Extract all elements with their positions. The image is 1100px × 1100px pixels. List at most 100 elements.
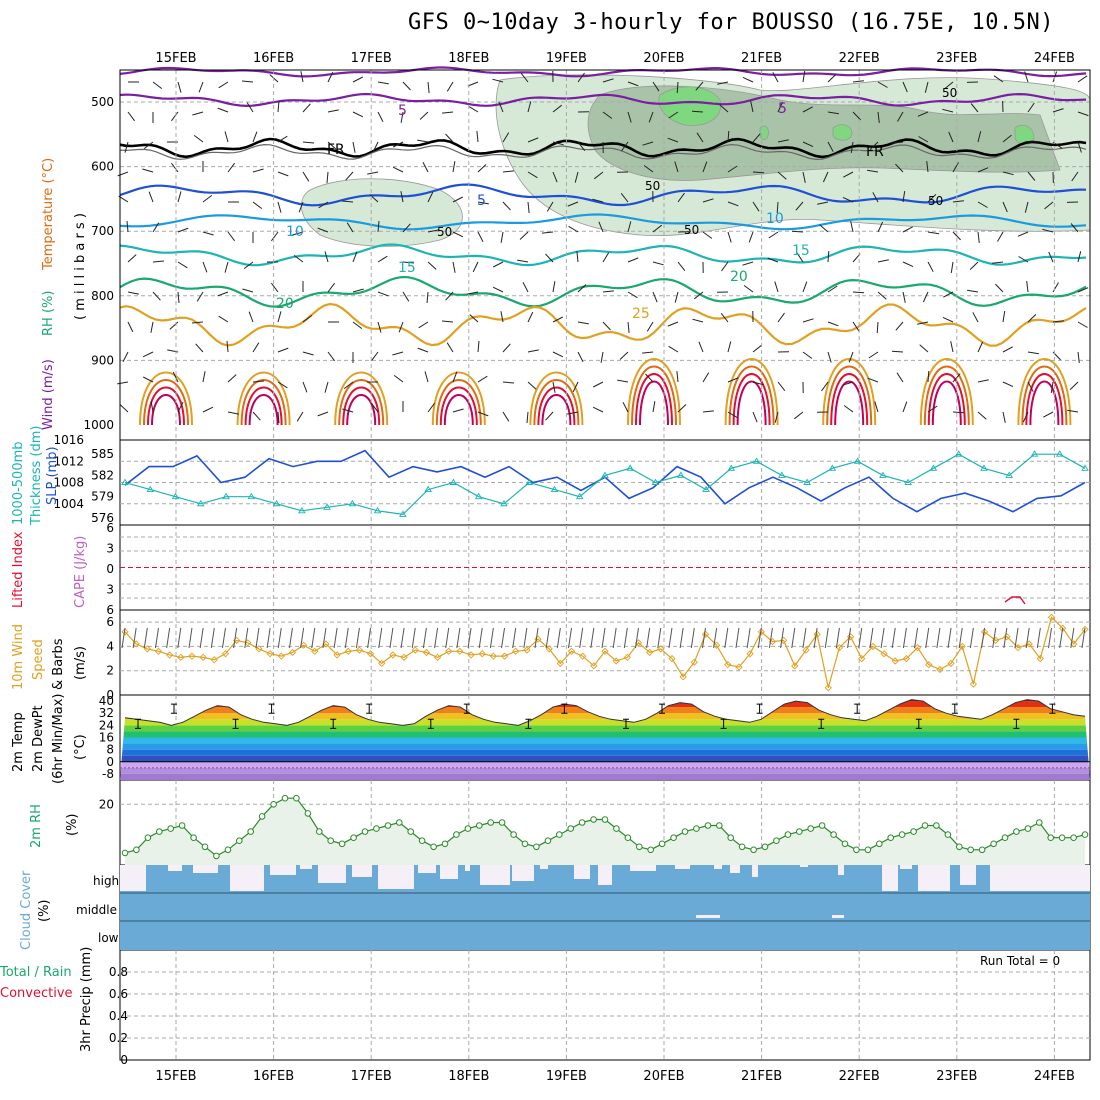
wind-barb bbox=[296, 411, 304, 422]
wind-barb bbox=[1052, 320, 1064, 323]
wind-barb bbox=[927, 194, 937, 203]
wind-barb bbox=[902, 261, 914, 268]
hot-arch-1-1 bbox=[240, 379, 287, 426]
wind-barb-10m bbox=[311, 627, 316, 649]
wind-barb bbox=[693, 291, 704, 300]
wind-barb bbox=[774, 411, 779, 423]
wind-barb-10m bbox=[713, 627, 718, 649]
rh-point bbox=[293, 794, 300, 802]
temp-band bbox=[120, 773, 1090, 780]
wind-barb bbox=[170, 162, 179, 173]
thickness-point bbox=[146, 485, 155, 493]
wind-speed-point bbox=[846, 633, 855, 641]
wind-barb bbox=[668, 111, 679, 119]
thickness-point bbox=[247, 492, 256, 500]
date-bottom-24FEB: 24FEB bbox=[1034, 1069, 1075, 1084]
wind-barb bbox=[352, 288, 364, 293]
wind-barb-10m bbox=[244, 627, 249, 649]
hot-arch-7-1 bbox=[826, 365, 873, 426]
wind-barb bbox=[993, 75, 1004, 83]
wind-barb bbox=[600, 351, 604, 363]
wind-barb bbox=[542, 231, 554, 234]
tick-mb-800: 800 bbox=[91, 289, 114, 303]
wind-barb bbox=[720, 312, 729, 323]
rh-label-50e: 50 bbox=[684, 223, 699, 237]
wind-speed-point bbox=[411, 646, 419, 654]
wind-speed-point bbox=[512, 647, 520, 655]
wind-barb bbox=[752, 344, 763, 353]
wind-barb bbox=[402, 223, 411, 233]
hot-arch-2-3 bbox=[346, 394, 377, 426]
wind-barb-10m bbox=[1048, 627, 1053, 649]
wind-barb bbox=[667, 321, 679, 327]
wind-barb bbox=[377, 220, 380, 233]
temp-band bbox=[120, 731, 1090, 738]
wind-speed-point bbox=[668, 654, 676, 663]
wind-barb bbox=[869, 141, 879, 150]
cloud-gap-high bbox=[800, 865, 808, 867]
wind-barb bbox=[202, 371, 206, 383]
wind-barb-10m bbox=[969, 627, 974, 649]
label-10m-wind: 10m Wind bbox=[11, 624, 26, 690]
wind-speed-point bbox=[590, 662, 598, 670]
wind-barb bbox=[668, 345, 679, 353]
wind-barb bbox=[346, 222, 354, 233]
wind-speed-point bbox=[266, 650, 274, 658]
wind-barb bbox=[727, 377, 739, 383]
wind-barb bbox=[592, 198, 604, 203]
wind-speed-point bbox=[824, 684, 832, 692]
wind-barb bbox=[242, 288, 254, 293]
wind-barb bbox=[867, 377, 879, 383]
tick-slp-1008: 1008 bbox=[53, 476, 84, 490]
wind-barb bbox=[127, 321, 134, 333]
wind-barb bbox=[117, 171, 129, 177]
wind-barb bbox=[848, 351, 854, 363]
wind-speed-point bbox=[143, 645, 151, 653]
wind-barb bbox=[621, 141, 629, 152]
wind-barb bbox=[224, 131, 229, 143]
rh-point bbox=[601, 816, 609, 823]
wind-barb-10m bbox=[947, 627, 952, 649]
wind-barb bbox=[1022, 411, 1029, 423]
wind-barb bbox=[277, 201, 282, 213]
thickness-point bbox=[550, 485, 559, 493]
wind-barb bbox=[795, 201, 804, 211]
wind-barb bbox=[500, 311, 504, 323]
cloud-gap-high bbox=[418, 865, 436, 873]
wind-barb bbox=[1052, 108, 1064, 113]
wind-barb bbox=[648, 111, 654, 123]
wind-barb bbox=[545, 411, 554, 421]
wind-barb bbox=[926, 161, 929, 173]
rh-shade-5 bbox=[1014, 124, 1035, 146]
date-bottom-15FEB: 15FEB bbox=[155, 1069, 196, 1084]
wind-barb bbox=[992, 261, 1004, 264]
panel-frame-wind10 bbox=[119, 609, 1091, 696]
wind-speed-point bbox=[969, 680, 978, 688]
wind-speed-point bbox=[478, 650, 486, 658]
wind-barb bbox=[652, 401, 656, 413]
wind-speed-point bbox=[724, 661, 732, 669]
wind-barb bbox=[802, 106, 813, 113]
wind-barb-10m bbox=[1059, 627, 1064, 649]
wind-barb bbox=[852, 321, 860, 332]
wind-barb bbox=[627, 321, 630, 333]
wind-barb bbox=[977, 231, 980, 243]
wind-barb bbox=[742, 76, 754, 83]
rh-point bbox=[704, 822, 712, 829]
wind-barb bbox=[1070, 223, 1079, 233]
wind-barb bbox=[948, 131, 954, 143]
wind-barb-10m bbox=[221, 627, 226, 649]
wind-barb bbox=[1052, 71, 1058, 83]
date-bottom-23FEB: 23FEB bbox=[936, 1069, 977, 1084]
wind-barb bbox=[817, 201, 829, 205]
wind-barb-10m bbox=[467, 627, 472, 649]
hot-arch-8-1 bbox=[923, 365, 970, 426]
thickness-point bbox=[752, 457, 761, 464]
wind-barb bbox=[252, 411, 261, 421]
wind-speed-point bbox=[925, 661, 933, 669]
wind-speed-point bbox=[523, 646, 531, 654]
label-2m-temp: 2m Temp bbox=[11, 712, 26, 772]
wind-speed-point bbox=[188, 652, 196, 660]
wind-barb-10m bbox=[177, 627, 182, 649]
wind-barb bbox=[642, 351, 654, 354]
